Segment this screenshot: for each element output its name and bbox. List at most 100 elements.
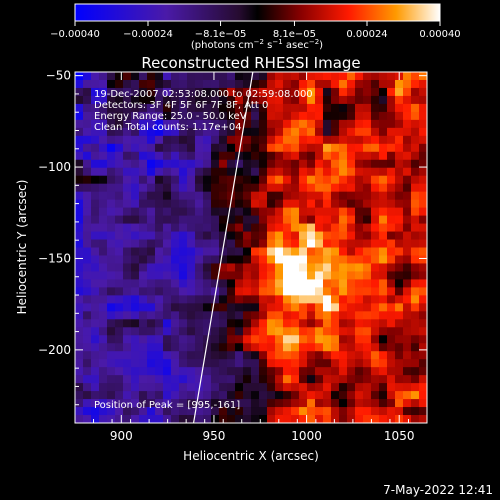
heatmap-cell (395, 327, 404, 336)
heatmap-cell (83, 359, 92, 368)
heatmap-cell (259, 351, 268, 360)
heatmap-cell (291, 111, 300, 121)
heatmap-cell (267, 399, 276, 408)
heatmap-cell (315, 303, 324, 312)
heatmap-cell (171, 127, 180, 137)
heatmap-cell (379, 367, 388, 376)
heatmap-cell (259, 263, 268, 273)
heatmap-cell (75, 143, 84, 153)
heatmap-cell (283, 359, 292, 368)
heatmap-cell (299, 255, 308, 265)
heatmap-cell (187, 255, 196, 265)
heatmap-cell (99, 159, 108, 169)
heatmap-cell (323, 87, 332, 97)
heatmap-cell (155, 143, 164, 153)
heatmap-cell (323, 399, 332, 408)
heatmap-cell (403, 311, 412, 320)
heatmap-cell (403, 303, 412, 312)
heatmap-cell (211, 375, 220, 384)
heatmap-cell (219, 399, 228, 408)
heatmap-cell (107, 327, 116, 336)
heatmap-cell (107, 223, 116, 233)
heatmap-cell (83, 87, 92, 97)
heatmap-cell (235, 191, 244, 201)
heatmap-cell (251, 72, 260, 81)
heatmap-cell (307, 255, 316, 265)
heatmap-cell (339, 183, 348, 193)
heatmap-cell (195, 399, 204, 408)
heatmap-cell (411, 343, 420, 352)
heatmap-cell (387, 231, 396, 241)
heatmap-cell (179, 303, 188, 312)
heatmap-cell (75, 351, 84, 360)
heatmap-cell (235, 72, 244, 81)
heatmap-cell (107, 159, 116, 169)
heatmap-cell (315, 72, 324, 81)
heatmap-cell (203, 199, 212, 209)
heatmap-cell (299, 351, 308, 360)
heatmap-cell (403, 95, 412, 105)
heatmap-cell (115, 87, 124, 97)
heatmap-cell (211, 183, 220, 193)
heatmap-cell (187, 303, 196, 312)
heatmap-cell (171, 367, 180, 376)
heatmap-cell (379, 231, 388, 241)
heatmap-cell (283, 271, 292, 281)
heatmap-cell (411, 287, 420, 296)
heatmap-cell (115, 335, 124, 344)
heatmap-cell (155, 359, 164, 368)
heatmap-cell (139, 351, 148, 360)
heatmap-cell (259, 207, 268, 217)
heatmap-cell (155, 295, 164, 304)
heatmap-cell (331, 135, 340, 145)
heatmap-cell (83, 367, 92, 376)
heatmap-cell (75, 223, 84, 233)
heatmap-cell (131, 343, 140, 352)
heatmap-cell (195, 239, 204, 249)
heatmap-cell (83, 263, 92, 273)
heatmap-cell (123, 127, 132, 137)
heatmap-cell (251, 103, 260, 113)
heatmap-cell (107, 375, 116, 384)
x-tick-label: 1000 (291, 429, 322, 443)
heatmap-cell (123, 343, 132, 352)
heatmap-cell (395, 183, 404, 193)
heatmap-cell (139, 399, 148, 408)
heatmap-cell (235, 415, 244, 423)
heatmap-cell (147, 151, 156, 161)
heatmap-cell (331, 287, 340, 296)
heatmap-cell (323, 127, 332, 137)
heatmap-cell (283, 399, 292, 408)
heatmap-cell (91, 391, 100, 400)
heatmap-cell (115, 127, 124, 137)
heatmap-cell (163, 111, 172, 121)
heatmap-cell (363, 159, 372, 169)
heatmap-cell (139, 111, 148, 121)
heatmap-cell (147, 271, 156, 281)
heatmap-cell (139, 175, 148, 185)
heatmap-cell (187, 335, 196, 344)
heatmap-cell (411, 143, 420, 153)
heatmap-cell (203, 367, 212, 376)
heatmap-cell (355, 343, 364, 352)
heatmap-cell (323, 135, 332, 145)
heatmap-cell (259, 287, 268, 296)
heatmap-cell (195, 215, 204, 225)
heatmap-cell (107, 367, 116, 376)
heatmap-cell (171, 151, 180, 161)
heatmap-cell (315, 415, 324, 423)
heatmap-cell (219, 111, 228, 121)
heatmap-cell (379, 159, 388, 169)
heatmap-cell (371, 335, 380, 344)
heatmap-cell (211, 279, 220, 288)
heatmap-cell (307, 79, 316, 89)
heatmap-cell (411, 303, 420, 312)
heatmap-cell (179, 263, 188, 273)
heatmap-cell (131, 199, 140, 209)
heatmap-cell (227, 375, 236, 384)
heatmap-cell (227, 295, 236, 304)
heatmap-cell (419, 215, 427, 225)
heatmap-cell (155, 183, 164, 193)
heatmap-cell (131, 175, 140, 185)
heatmap-cell (219, 287, 228, 296)
